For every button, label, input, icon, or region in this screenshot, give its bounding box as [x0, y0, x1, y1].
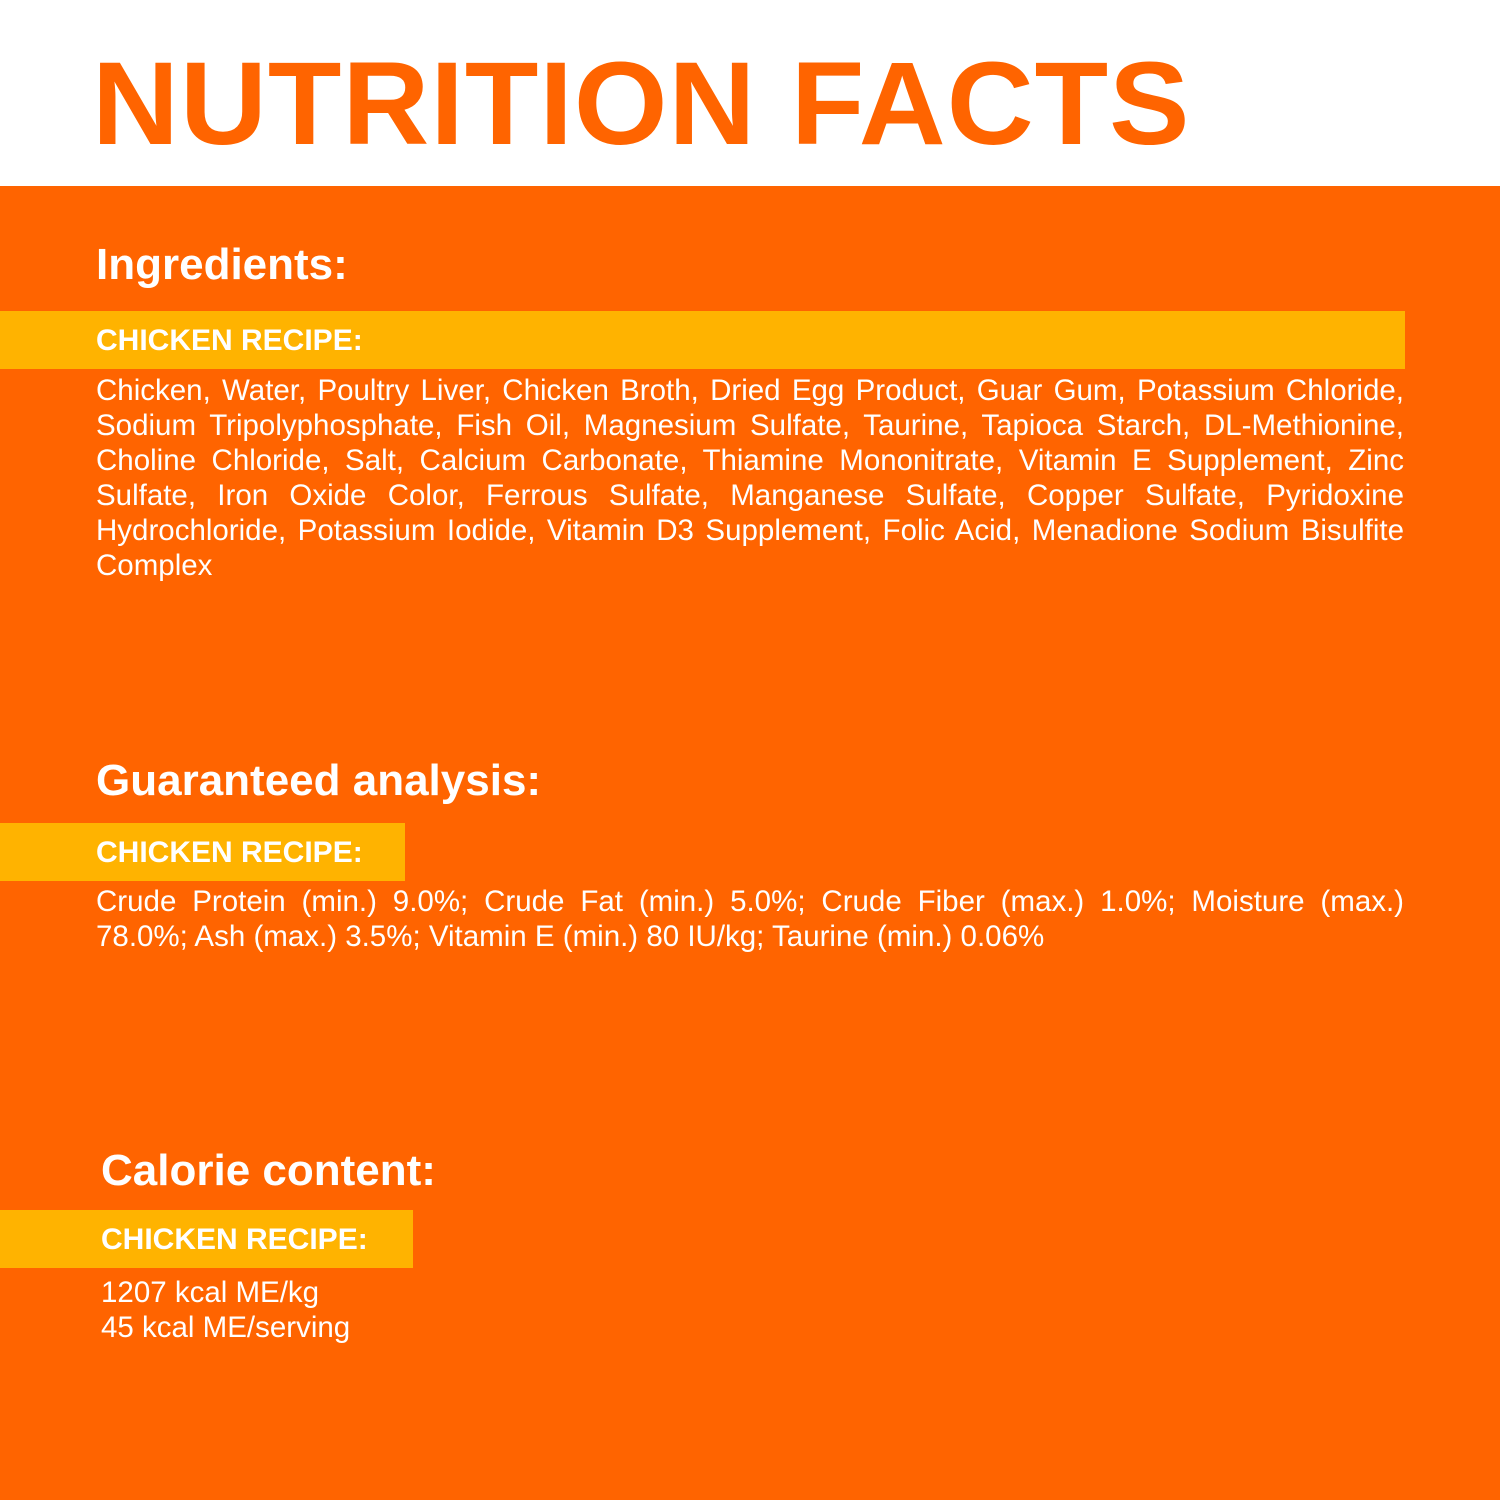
ingredients-heading: Ingredients:	[96, 240, 348, 289]
ingredients-recipe-label: CHICKEN RECIPE:	[96, 324, 363, 357]
header-band: NUTRITION FACTS	[0, 0, 1500, 186]
ingredients-text: Chicken, Water, Poultry Liver, Chicken B…	[96, 374, 1404, 582]
calories-recipe-label: CHICKEN RECIPE:	[101, 1223, 368, 1256]
calories-recipe-band: CHICKEN RECIPE:	[0, 1210, 413, 1268]
analysis-text: Crude Protein (min.) 9.0%; Crude Fat (mi…	[96, 885, 1404, 953]
analysis-recipe-band: CHICKEN RECIPE:	[0, 823, 405, 881]
calories-heading: Calorie content:	[101, 1146, 436, 1195]
calories-per-kg: 1207 kcal ME/kg	[101, 1276, 320, 1309]
ingredients-recipe-band: CHICKEN RECIPE:	[0, 311, 1405, 369]
calories-per-serving: 45 kcal ME/serving	[101, 1311, 351, 1344]
analysis-heading: Guaranteed analysis:	[96, 756, 542, 805]
page-title: NUTRITION FACTS	[92, 38, 1191, 170]
analysis-recipe-label: CHICKEN RECIPE:	[96, 836, 363, 869]
calories-text: 1207 kcal ME/kg 45 kcal ME/serving	[101, 1275, 1409, 1345]
